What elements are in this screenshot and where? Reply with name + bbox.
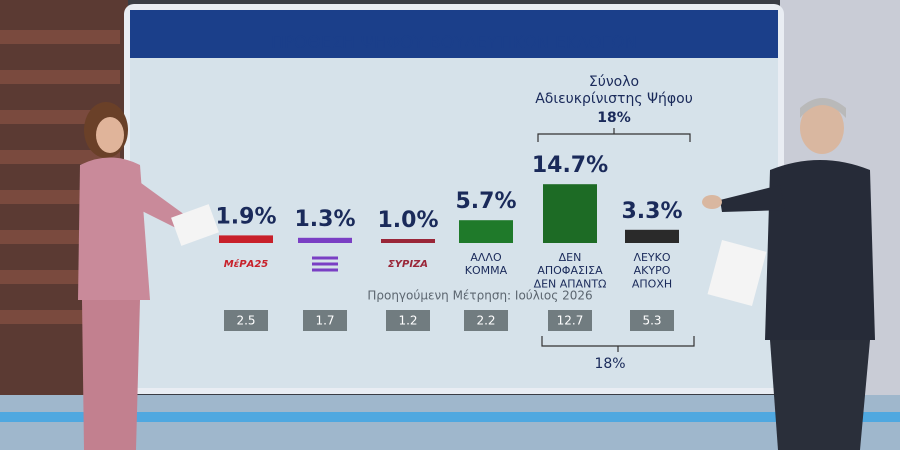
previous-box — [386, 310, 430, 331]
previous-value: 2.5 — [236, 314, 255, 328]
previous-undecided-total: 18% — [594, 356, 625, 372]
value-label: 5.7% — [455, 189, 516, 214]
previous-box — [303, 310, 347, 331]
bar — [625, 229, 679, 243]
party-logo-text: ΜέΡΑ25 — [224, 258, 269, 270]
value-label: 14.7% — [532, 153, 608, 178]
previous-box — [464, 310, 508, 331]
bar — [219, 235, 273, 243]
bottom-bracket — [541, 336, 695, 352]
previous-value: 12.7 — [557, 314, 584, 328]
value-label: 1.3% — [294, 207, 355, 232]
category-label: ΑΛΛΟ ΚΟΜΜΑ — [465, 251, 508, 277]
bar — [543, 184, 597, 243]
value-label: 3.3% — [621, 199, 682, 224]
previous-value: 1.7 — [315, 314, 334, 328]
previous-box — [630, 310, 674, 331]
floor-light — [0, 412, 900, 422]
header-band — [130, 10, 778, 58]
category-label: ΔΕΝ ΑΠΟΦΑΣΙΣΑ ΔΕΝ ΑΠΑΝΤΩ — [534, 251, 607, 290]
presenter-right — [702, 98, 875, 450]
bar — [298, 237, 352, 243]
bar — [459, 220, 513, 243]
undecided-total: 18% — [597, 110, 631, 126]
party-logo-text: ΣΥΡΙΖΑ — [388, 259, 428, 270]
previous-value: 1.2 — [398, 314, 417, 328]
previous-box — [548, 310, 592, 331]
previous-label: Προηγούμενη Μέτρηση: Ιούλιος 2026 — [367, 289, 592, 303]
value-label: 1.0% — [377, 208, 438, 233]
previous-value: 2.2 — [476, 314, 495, 328]
previous-box — [224, 310, 268, 331]
party-logo — [312, 256, 338, 272]
chart-title: ΠΡΟΘΕΣΗ ΨΗΦΟΥ ΒΟΥΛΕΥΤΙΚΩΝ ΕΚΛΟΓΩΝ — [271, 33, 637, 53]
previous-value: 5.3 — [642, 314, 661, 328]
presenter-left — [78, 102, 219, 450]
bar — [381, 239, 435, 243]
undecided-title: Σύνολο Αδιευκρίνιστης Ψήφου — [535, 74, 693, 107]
category-label: ΛΕΥΚΟ ΑΚΥΡΟ ΑΠΟΧΗ — [632, 251, 672, 290]
floor — [0, 395, 900, 450]
top-bracket — [537, 128, 691, 142]
value-label: 1.9% — [215, 204, 276, 229]
